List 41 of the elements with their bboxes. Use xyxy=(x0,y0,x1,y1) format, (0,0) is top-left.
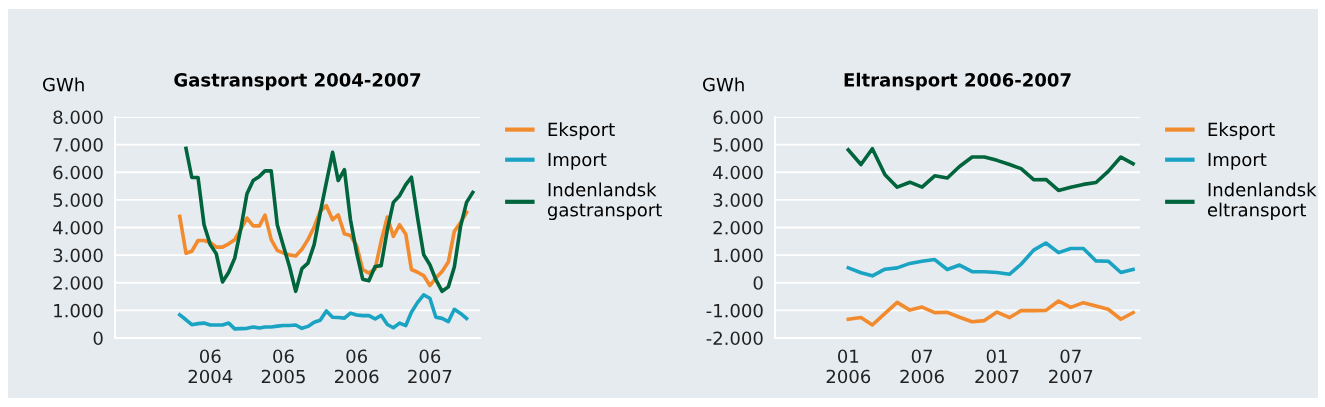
x-tick-label: 07 2006 xyxy=(900,349,944,384)
y-tick-label: 3.000 xyxy=(713,193,763,207)
legend-label: Import xyxy=(548,152,607,170)
y-tick-label: -1.000 xyxy=(706,303,763,318)
y-tick-label: 0 xyxy=(753,276,763,290)
y-axis-title: GWh xyxy=(43,77,84,92)
line-series xyxy=(846,146,1135,193)
y-tick-label: 0 xyxy=(93,331,103,346)
legend-label: Indenlandsk eltransport xyxy=(1207,182,1317,221)
legend-label: Indenlandsk gastransport xyxy=(547,182,662,221)
y-tick-label: 4.000 xyxy=(53,220,103,235)
legend-label: Eksport xyxy=(548,122,615,140)
y-tick-label: 5.000 xyxy=(713,138,763,152)
line-series xyxy=(177,293,469,331)
x-tick-label: 06 2007 xyxy=(408,349,452,384)
y-tick-label: 1.000 xyxy=(714,248,763,263)
x-tick-label: 01 2007 xyxy=(975,349,1019,384)
chart-title: Eltransport 2006-2007 xyxy=(844,72,1071,91)
x-tick-label: 06 2005 xyxy=(261,349,305,384)
y-axis-title: GWh xyxy=(703,77,744,92)
y-tick-label: 6.000 xyxy=(53,165,103,180)
x-tick-label: 01 2006 xyxy=(826,349,871,384)
y-tick-label: 1.000 xyxy=(54,303,103,318)
x-tick-label: 07 2007 xyxy=(1049,349,1093,384)
y-tick-label: 6.000 xyxy=(713,110,763,125)
y-tick-label: 7.000 xyxy=(53,138,103,152)
y-tick-label: -2.000 xyxy=(706,331,763,346)
y-tick-label: 2.000 xyxy=(53,276,103,290)
y-tick-label: 8.000 xyxy=(53,110,103,125)
y-tick-label: 5.000 xyxy=(53,193,103,207)
y-tick-label: 4.000 xyxy=(713,165,763,180)
x-tick-label: 06 2006 xyxy=(335,349,379,384)
line-series xyxy=(846,299,1135,327)
line-series xyxy=(846,241,1135,278)
line-series xyxy=(184,146,475,294)
legend-label: Import xyxy=(1208,152,1267,170)
x-tick-label: 06 2004 xyxy=(188,349,233,384)
legend-label: Eksport xyxy=(1208,122,1275,140)
y-tick-label: 2.000 xyxy=(713,220,763,235)
y-tick-label: 3.000 xyxy=(53,248,103,263)
chart-title: Gastransport 2004-2007 xyxy=(174,73,421,91)
